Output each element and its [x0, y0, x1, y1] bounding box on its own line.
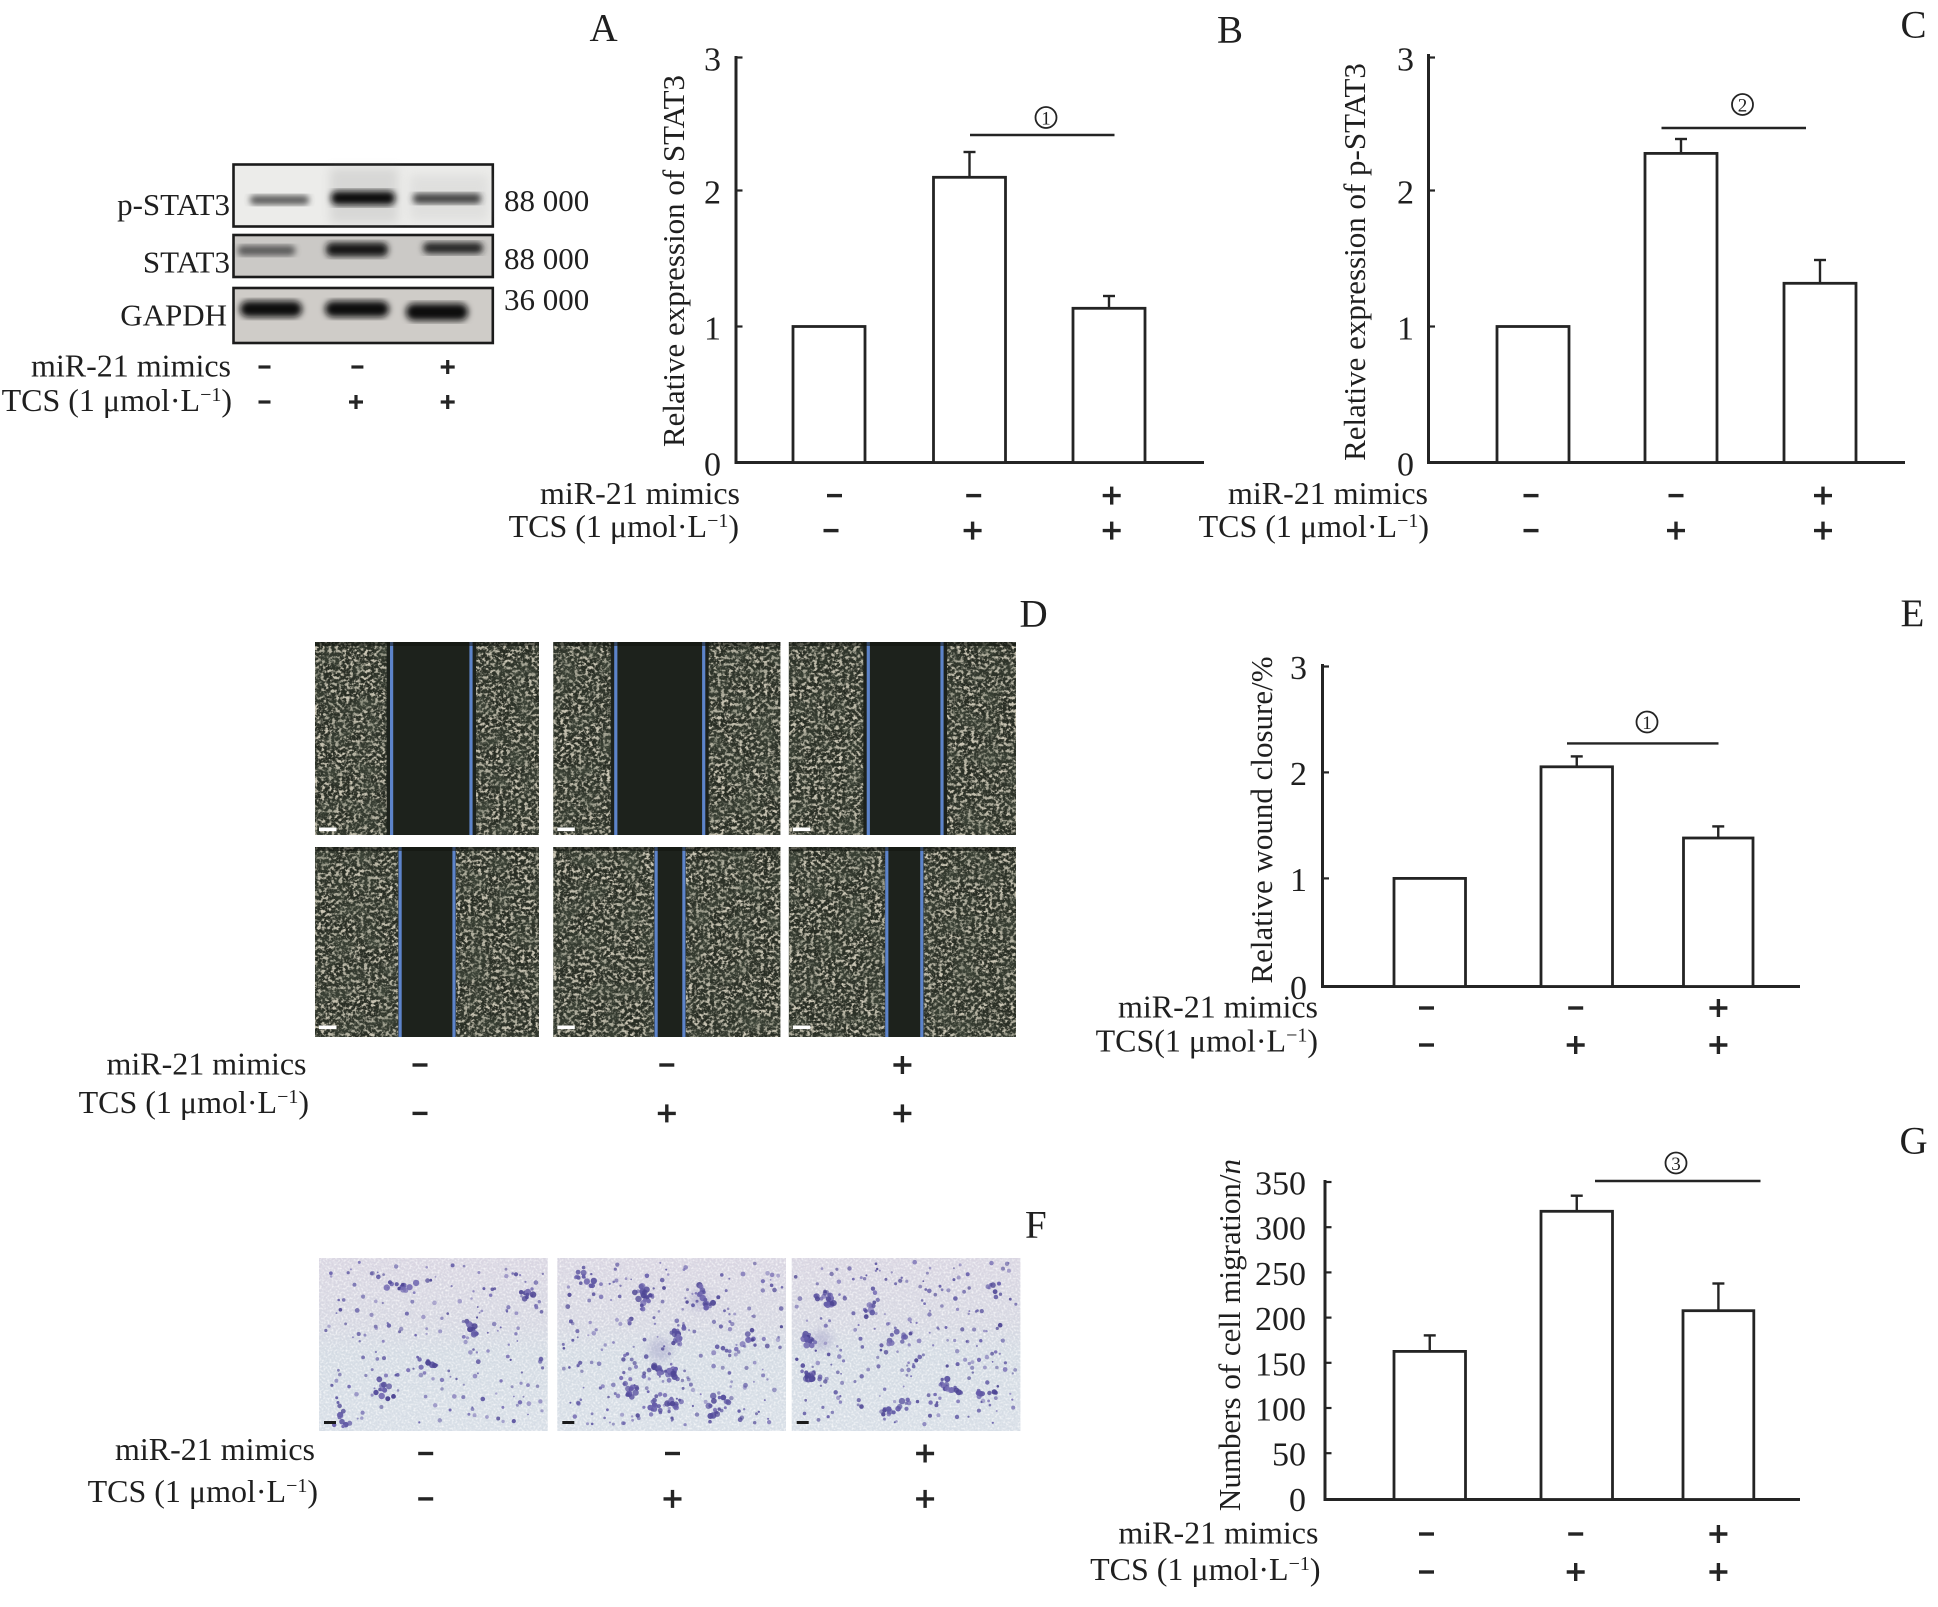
svg-text:Relative expression of p-STAT3: Relative expression of p-STAT3	[1337, 63, 1372, 461]
svg-text:2: 2	[1397, 175, 1414, 212]
svg-text:TCS (1 μmol·L−1): TCS (1 μmol·L−1)	[509, 508, 739, 544]
svg-text:GAPDH: GAPDH	[120, 298, 227, 333]
svg-text:Relative expression of STAT3: Relative expression of STAT3	[656, 75, 691, 447]
svg-text:3: 3	[1397, 42, 1414, 79]
svg-text:300: 300	[1255, 1211, 1306, 1248]
svg-text:150: 150	[1255, 1346, 1306, 1383]
svg-text:B: B	[1217, 8, 1243, 51]
svg-text:D: D	[1020, 593, 1048, 636]
svg-text:Numbers of cell migration/n: Numbers of cell migration/n	[1212, 1159, 1247, 1511]
svg-text:TCS (1 μmol·L−1): TCS (1 μmol·L−1)	[1090, 1551, 1320, 1587]
svg-text:3: 3	[1290, 650, 1307, 687]
svg-text:miR-21 mimics: miR-21 mimics	[1228, 475, 1428, 511]
svg-text:TCS (1 μmol·L−1): TCS (1 μmol·L−1)	[1199, 508, 1429, 544]
svg-text:miR-21 mimics: miR-21 mimics	[1118, 1515, 1318, 1551]
svg-text:E: E	[1901, 592, 1925, 635]
svg-text:0: 0	[1397, 447, 1414, 484]
svg-text:STAT3: STAT3	[143, 245, 230, 280]
svg-text:G: G	[1900, 1119, 1928, 1162]
svg-text:TCS (1 μmol·L−1): TCS (1 μmol·L−1)	[79, 1084, 309, 1120]
svg-text:0: 0	[1290, 970, 1307, 1007]
svg-text:Relative wound closure/%: Relative wound closure/%	[1244, 656, 1279, 983]
svg-text:0: 0	[704, 447, 721, 484]
svg-text:TCS(1 μmol·L−1): TCS(1 μmol·L−1)	[1096, 1023, 1318, 1059]
svg-text:miR-21 mimics: miR-21 mimics	[107, 1046, 307, 1082]
svg-text:2: 2	[704, 175, 721, 212]
svg-text:C: C	[1901, 4, 1927, 47]
svg-text:88 000: 88 000	[504, 241, 589, 276]
svg-text:1: 1	[704, 311, 721, 348]
svg-text:A: A	[590, 7, 618, 50]
svg-text:3: 3	[1671, 1154, 1681, 1175]
svg-text:0: 0	[1289, 1482, 1306, 1519]
svg-text:1: 1	[1642, 713, 1652, 734]
svg-text:88 000: 88 000	[504, 183, 589, 218]
svg-text:TCS (1 μmol·L−1): TCS (1 μmol·L−1)	[88, 1473, 318, 1509]
svg-text:3: 3	[704, 42, 721, 79]
svg-text:p-STAT3: p-STAT3	[117, 187, 230, 222]
svg-text:1: 1	[1397, 311, 1414, 348]
svg-text:200: 200	[1255, 1301, 1306, 1338]
svg-text:2: 2	[1290, 756, 1307, 793]
svg-text:250: 250	[1255, 1256, 1306, 1293]
svg-text:1: 1	[1290, 862, 1307, 899]
svg-text:1: 1	[1041, 108, 1051, 129]
svg-text:350: 350	[1255, 1166, 1306, 1203]
svg-text:F: F	[1025, 1204, 1047, 1247]
svg-text:50: 50	[1272, 1437, 1306, 1474]
svg-text:2: 2	[1738, 95, 1748, 116]
svg-text:miR-21 mimics: miR-21 mimics	[1118, 989, 1318, 1025]
svg-text:miR-21 mimics: miR-21 mimics	[31, 348, 231, 384]
svg-text:36 000: 36 000	[504, 282, 589, 317]
svg-text:100: 100	[1255, 1392, 1306, 1429]
svg-text:miR-21 mimics: miR-21 mimics	[115, 1431, 315, 1467]
svg-text:TCS (1 μmol·L−1): TCS (1 μmol·L−1)	[2, 382, 232, 418]
svg-text:miR-21 mimics: miR-21 mimics	[540, 475, 740, 511]
